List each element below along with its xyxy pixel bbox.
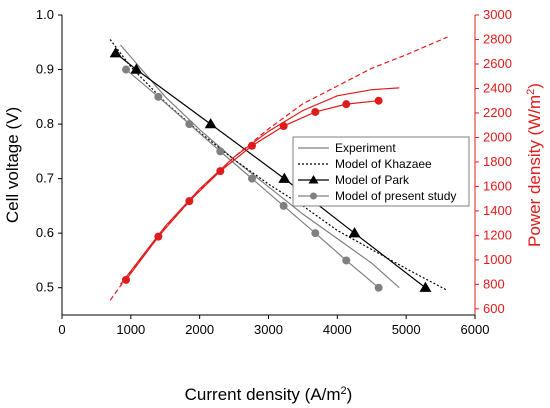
series-model-of-present-study-point	[247, 174, 256, 183]
y-right-tick-label: 2600	[483, 56, 512, 71]
series-model-of-park-point	[204, 118, 217, 129]
series-model-of-present-study-point	[279, 201, 288, 210]
y-right-tick-label: 2000	[483, 129, 512, 144]
y-right-axis-title-main: Power density (W/m	[525, 95, 544, 247]
y-left-tick-label: 0.6	[36, 225, 54, 240]
series-model-of-present-study-point	[185, 120, 194, 129]
series-model-of-present-study-power-point	[342, 100, 351, 109]
series-model-of-present-study-point	[154, 92, 163, 101]
x-axis-title-main: Current density (A/m	[185, 385, 341, 404]
y-right-axis-title-end: )	[525, 83, 544, 89]
series-model-of-present-study-power-point	[311, 107, 320, 116]
legend-label: Model of present study	[335, 189, 456, 203]
x-tick-label: 4000	[323, 322, 352, 337]
y-right-axis-title-sup: 2	[525, 89, 537, 95]
x-tick-label: 6000	[461, 322, 490, 337]
plot-group	[109, 36, 448, 301]
series-model-of-present-study-point	[216, 147, 225, 156]
series-model-of-present-study-point	[311, 229, 320, 238]
series-model-of-present-study-power-point	[216, 167, 225, 176]
y-left-tick-label: 0.7	[36, 171, 54, 186]
y-right-tick-label: 1400	[483, 203, 512, 218]
y-right-tick-label: 1200	[483, 227, 512, 242]
y-right-tick-label: 1600	[483, 178, 512, 193]
y-right-tick-label: 600	[483, 301, 505, 316]
x-tick-label: 1000	[116, 322, 145, 337]
series-model-of-park-point	[130, 63, 143, 74]
y-right-tick-label: 1800	[483, 154, 512, 169]
x-tick-label: 5000	[392, 322, 421, 337]
y-left-tick-label: 0.9	[36, 62, 54, 77]
y-left-tick-label: 0.8	[36, 116, 54, 131]
legend-group: Experiment Model of Khazaee Model of Park M…	[292, 136, 470, 207]
y-right-tick-label: 2200	[483, 105, 512, 120]
x-tick-label: 2000	[185, 322, 214, 337]
series-model-of-present-study-power-point	[154, 232, 163, 241]
legend-label: Model of Khazaee	[335, 157, 432, 171]
x-axis-title-end: )	[347, 385, 353, 404]
series-model-of-present-study-point	[342, 256, 351, 265]
y-right-tick-label: 1000	[483, 252, 512, 267]
series-experiment-line	[120, 44, 400, 289]
x-axis-title-sup: 2	[341, 385, 347, 397]
series-model-of-present-study-point	[374, 283, 383, 292]
x-axis-title: Current density (A/m2)	[185, 385, 353, 404]
y-right-axis-title: Power density (W/m2)	[525, 83, 544, 247]
y-left-tick-label: 0.5	[36, 280, 54, 295]
y-left-tick-label: 1.0	[36, 7, 54, 22]
y-right-tick-label: 2800	[483, 31, 512, 46]
axes-group: 0 1000 2000 3000 4000 5000 6000 0.5 0.6 0.7 0.8 0.9…	[3, 7, 544, 404]
y-left-axis-title: Cell voltage (V)	[3, 107, 22, 223]
series-model-of-present-study-power-point	[374, 96, 383, 105]
series-model-of-present-study-power-point	[185, 197, 194, 206]
series-model-of-present-study-power-point	[122, 275, 131, 284]
series-model-of-park-line	[115, 52, 426, 289]
y-right-tick-label: 3000	[483, 7, 512, 22]
series-experiment-power-line	[120, 87, 400, 285]
series-model-of-present-study-power-point	[279, 122, 288, 131]
legend-label: Experiment	[335, 141, 396, 155]
series-model-of-present-study-point	[122, 65, 131, 74]
series-model-of-park-point	[348, 227, 361, 238]
series-model-of-present-study-power-point	[247, 141, 256, 150]
y-right-tick-label: 2400	[483, 80, 512, 95]
y-right-tick-label: 800	[483, 276, 505, 291]
series-model-of-park-point	[419, 281, 432, 292]
series-model-of-park-point	[109, 47, 122, 58]
legend-symbol-park-marker	[308, 175, 319, 184]
x-tick-label: 0	[58, 322, 65, 337]
legend-label: Model of Park	[335, 173, 410, 187]
legend-symbol-present-marker	[310, 192, 317, 200]
series-model-of-park-point	[278, 172, 291, 183]
x-tick-label: 3000	[254, 322, 283, 337]
